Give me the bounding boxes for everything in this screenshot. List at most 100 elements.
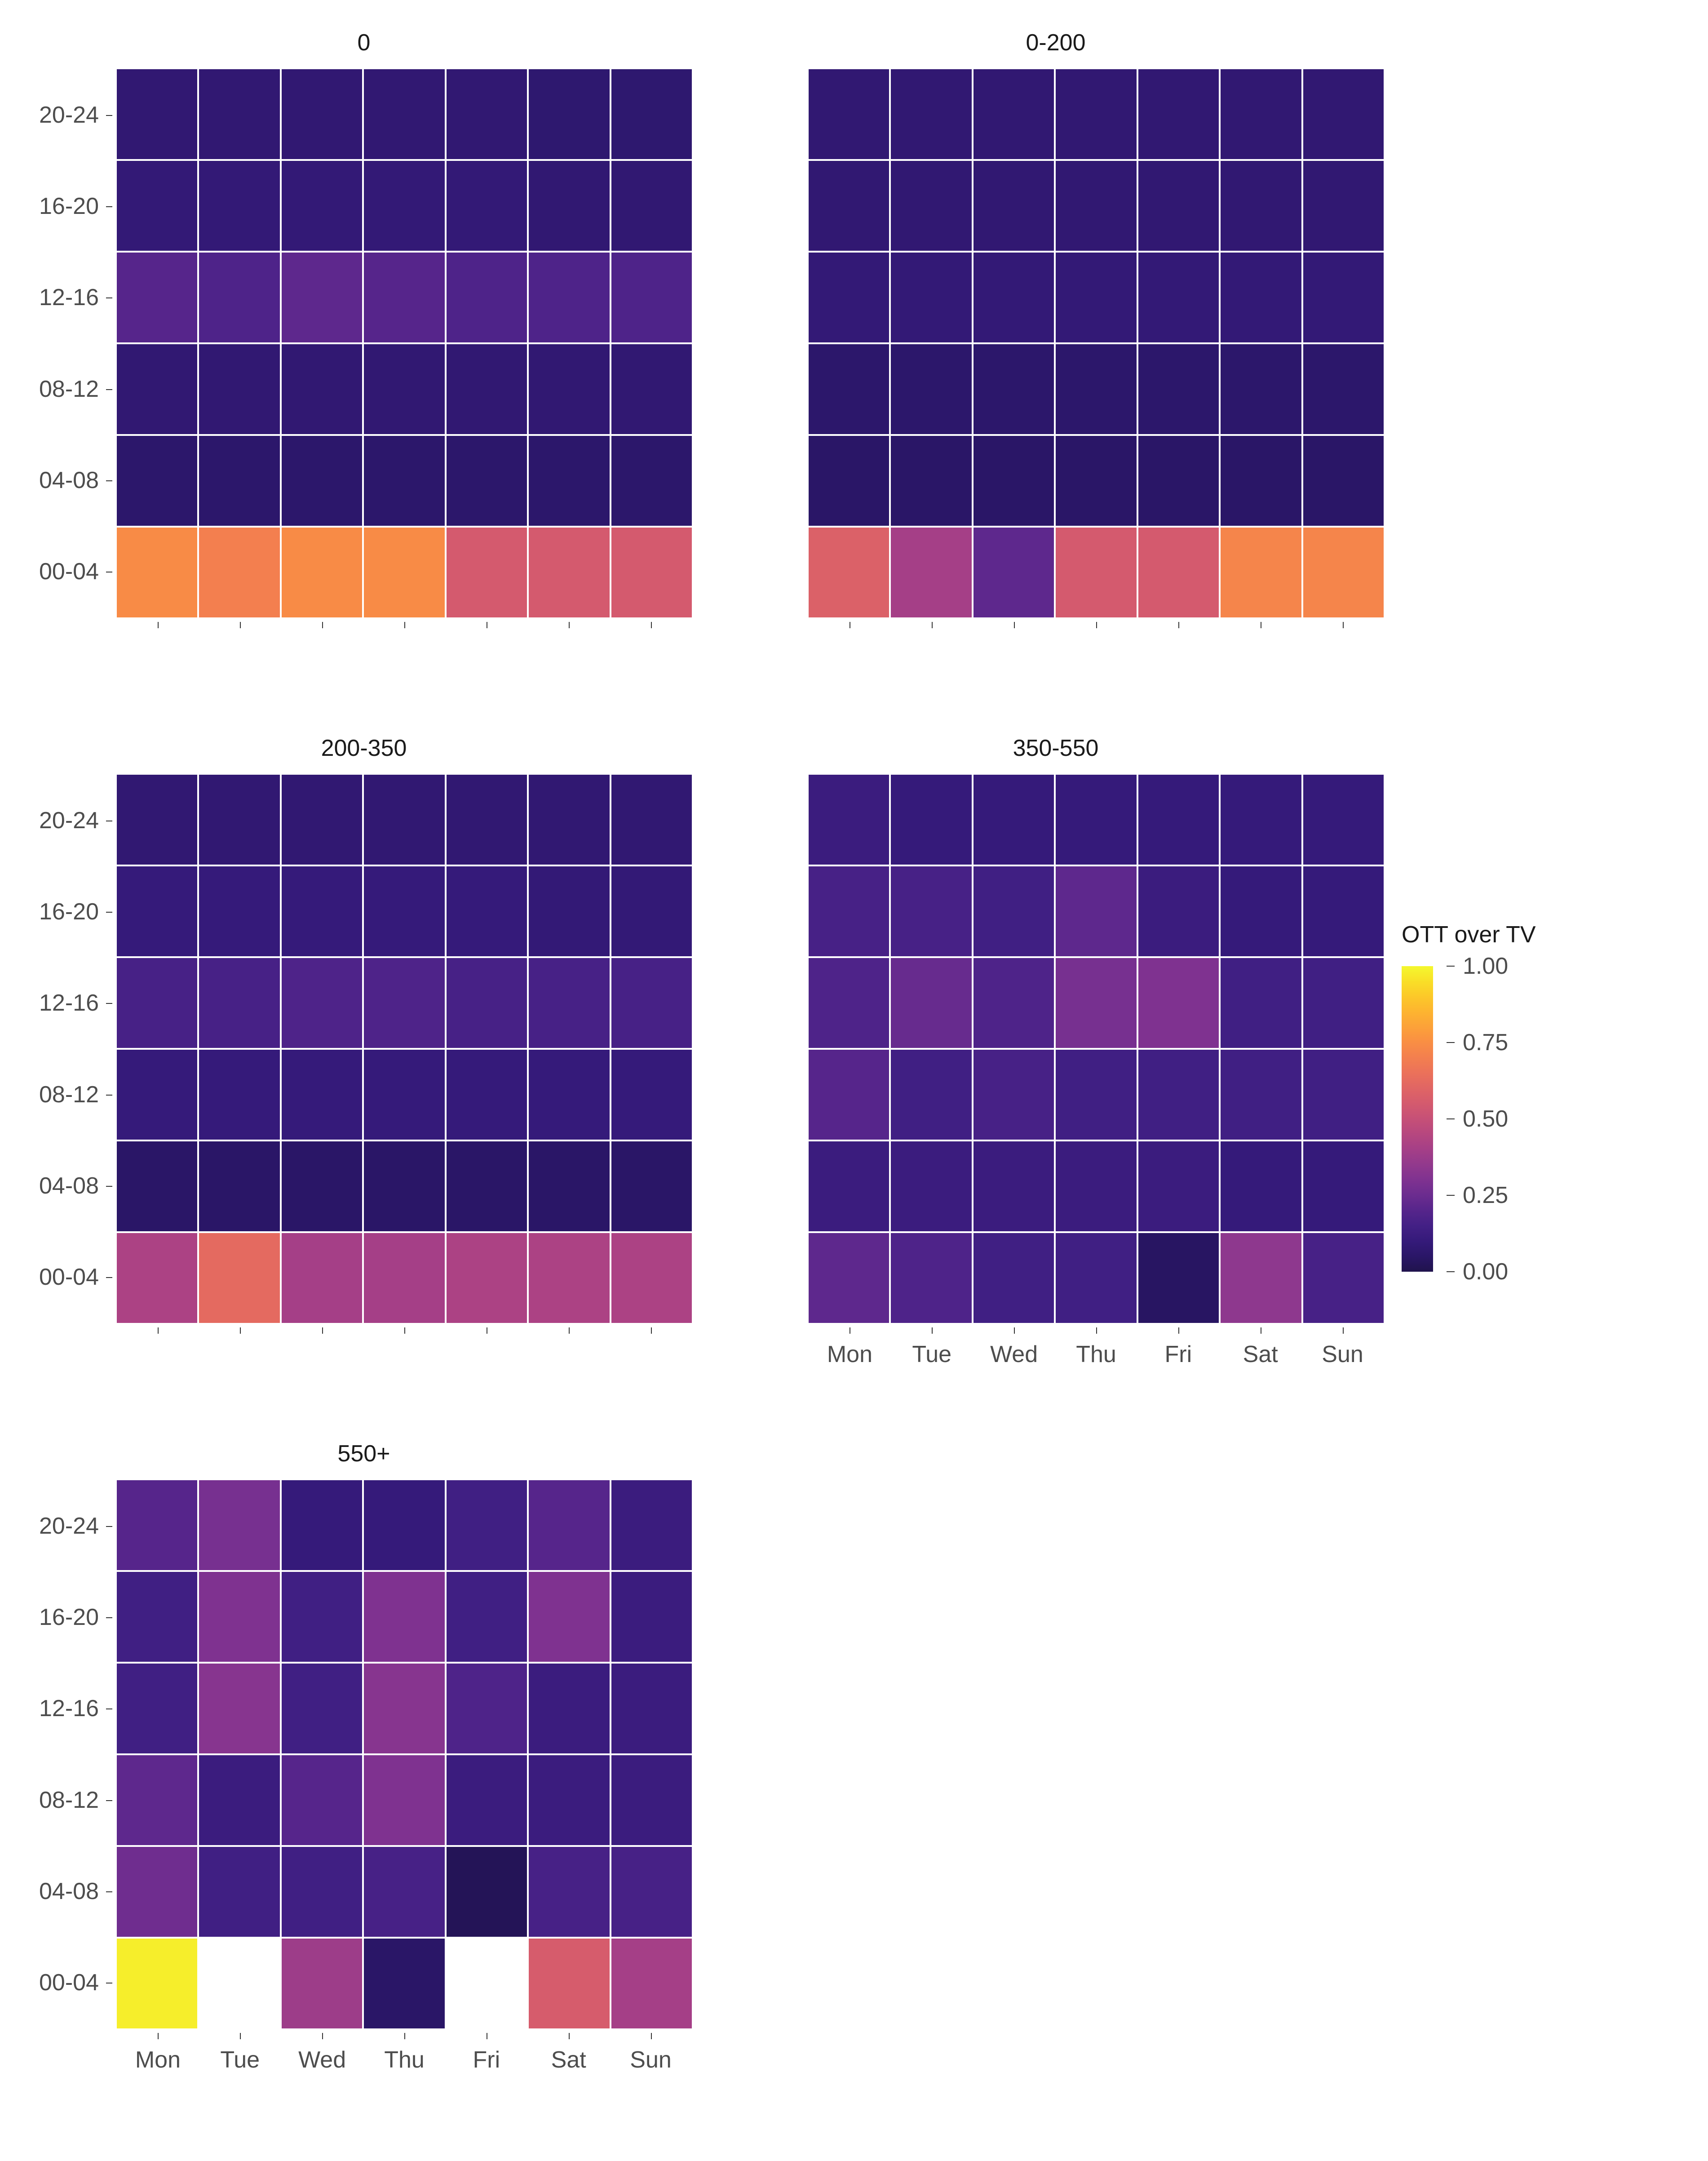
heatmap-cell [447,1050,527,1140]
heatmap-cell [1138,1050,1219,1140]
x-tick: Mon [117,2046,199,2073]
heatmap-cell [1221,436,1301,526]
heatmap-cell [282,1939,362,2028]
heatmap-cell [199,344,279,434]
heatmap-cell [973,253,1054,342]
heatmap-cell [364,161,444,251]
heatmap-cell [1056,161,1136,251]
x-tick: Tue [891,1341,973,1368]
heatmap-cell [973,958,1054,1048]
heatmap-cell [199,1664,279,1753]
heatmap-cell [1138,1141,1219,1231]
heatmap-cell [1138,253,1219,342]
heatmap-cell [282,958,362,1048]
x-tick-mark [1137,622,1219,631]
x-ticks-only [809,622,1384,631]
x-tick-mark [891,622,973,631]
y-axis: 20-24 16-20 12-16 08-12 04-08 00-04 [18,1480,112,2028]
heatmap-cell [1221,958,1301,1048]
heatmap-cell [199,69,279,159]
heatmap-cell [891,344,971,434]
heatmap-cell [611,528,692,617]
heatmap-cell [282,1572,362,1662]
x-tick: Sun [610,2046,692,2073]
heatmap-cell [611,1664,692,1753]
y-tick: 00-04 [18,1232,112,1323]
heatmap-cell [1221,1050,1301,1140]
heatmap-cell [282,1664,362,1753]
heatmap-cell [117,1050,197,1140]
heatmap-cell [809,1050,889,1140]
y-axis: 20-24 16-20 12-16 08-12 04-08 00-04 [18,69,112,617]
heatmap-cell [529,1050,609,1140]
heatmap [809,775,1384,1323]
heatmap-cell [364,1572,444,1662]
legend-tick: 0.50 [1447,1105,1508,1132]
legend-tick: 0.75 [1447,1029,1508,1056]
colorbar [1402,966,1433,1272]
heatmap-cell [117,253,197,342]
y-tick: 20-24 [18,1480,112,1571]
heatmap-cell [1056,958,1136,1048]
x-tick: Mon [809,1341,891,1368]
x-ticks-only [117,1327,692,1336]
heatmap-cell [1056,866,1136,956]
legend-tick: 0.00 [1447,1258,1508,1285]
x-tick-mark [1055,622,1137,631]
heatmap-cell [1056,775,1136,865]
heatmap-cell [282,1755,362,1845]
y-tick: 12-16 [18,958,112,1049]
heatmap-cell [529,161,609,251]
heatmap-cell [447,1939,527,2028]
panel-550plus: 550+ 20-24 16-20 12-16 08-12 04-08 00-04… [18,1438,710,2117]
heatmap-cell [1138,436,1219,526]
y-tick: 04-08 [18,1140,112,1231]
panel-title: 0-200 [710,27,1402,58]
heatmap-cell [611,69,692,159]
heatmap-cell [282,69,362,159]
heatmap-cell [199,1141,279,1231]
heatmap [117,775,692,1323]
y-tick: 04-08 [18,1846,112,1937]
heatmap-cell [1056,528,1136,617]
heatmap-cell [1138,1233,1219,1323]
heatmap-cell [1138,161,1219,251]
heatmap-cell [1303,958,1384,1048]
heatmap-cell [611,958,692,1048]
heatmap-cell [199,1755,279,1845]
y-axis: 20-24 16-20 12-16 08-12 04-08 00-04 [18,775,112,1323]
heatmap-cell [447,528,527,617]
plot-area: 20-24 16-20 12-16 08-12 04-08 00-04 Mon … [117,1480,692,2073]
x-tick-mark [363,622,446,631]
heatmap-cell [809,253,889,342]
heatmap-cell [1221,866,1301,956]
heatmap-cell [1221,161,1301,251]
heatmap-cell [282,1141,362,1231]
heatmap-cell [447,1755,527,1845]
heatmap-cell [809,344,889,434]
heatmap-cell [117,1664,197,1753]
heatmap-cell [199,958,279,1048]
panel-200-350: 200-350 20-24 16-20 12-16 08-12 04-08 00… [18,732,710,1411]
heatmap-cell [199,161,279,251]
heatmap-cell [973,528,1054,617]
heatmap-cell [199,775,279,865]
heatmap-cell [891,775,971,865]
plot-area: 20-24 16-20 12-16 08-12 04-08 00-04 [117,775,692,1336]
heatmap-cell [117,1847,197,1937]
x-tick-mark [809,622,891,631]
heatmap-cell [1138,69,1219,159]
heatmap-cell [891,866,971,956]
heatmap-cell [282,436,362,526]
y-tick: 20-24 [18,69,112,160]
heatmap-cell [364,958,444,1048]
x-tick-mark [363,1327,446,1336]
heatmap-cell [117,775,197,865]
heatmap-cell [1221,528,1301,617]
heatmap-cell [199,1050,279,1140]
heatmap-cell [809,866,889,956]
heatmap-cell [447,775,527,865]
heatmap-cell [611,1480,692,1570]
heatmap-cell [282,775,362,865]
heatmap-cell [447,866,527,956]
